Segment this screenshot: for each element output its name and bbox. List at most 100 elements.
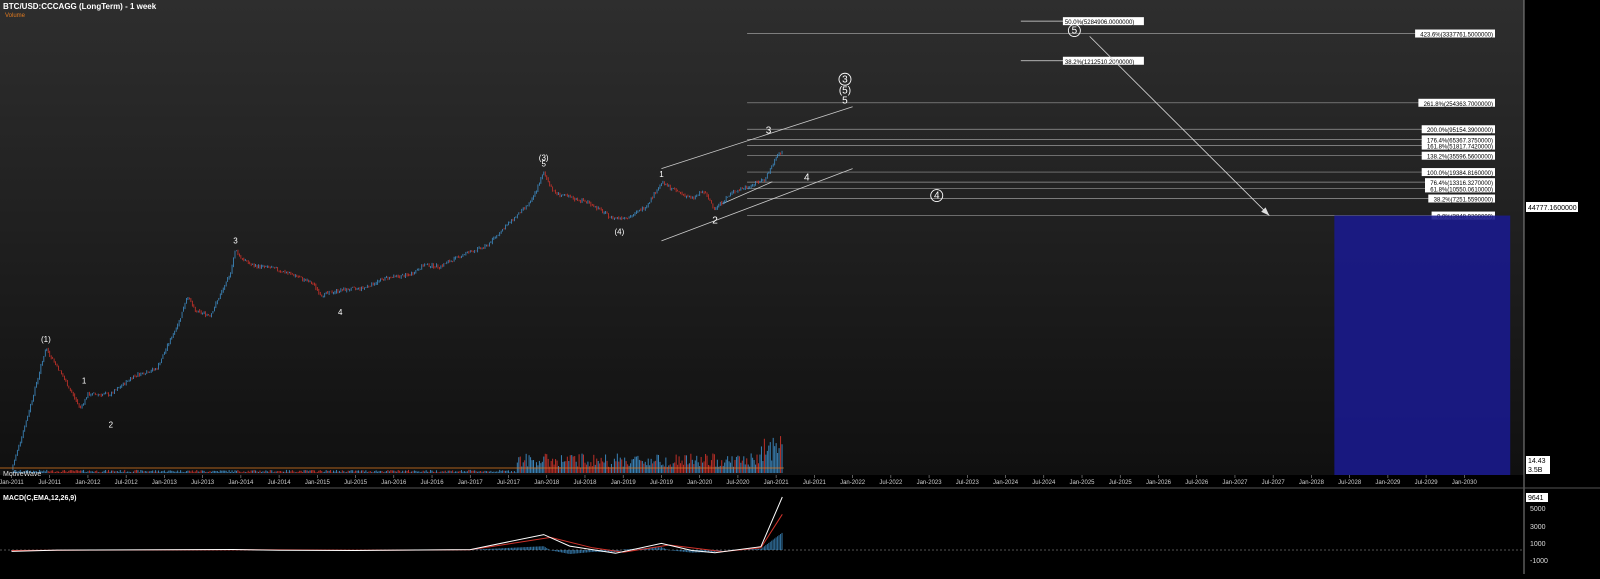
x-tick-label: Jul-2023 bbox=[956, 480, 980, 486]
wave-label: 4 bbox=[934, 191, 940, 202]
last-price-tag: 44777.1600000 bbox=[1526, 202, 1578, 212]
svg-text:1000: 1000 bbox=[1530, 541, 1546, 548]
x-tick-label: Jan-2026 bbox=[1146, 480, 1172, 486]
retrace-label: 38.2%(1212510.2000000) bbox=[1065, 60, 1134, 66]
price-pane-bg bbox=[0, 0, 1524, 475]
wave-label: 2 bbox=[109, 420, 114, 429]
x-tick-label: Jul-2024 bbox=[1032, 480, 1056, 486]
x-tick-label: Jan-2016 bbox=[381, 480, 407, 486]
channel-line bbox=[661, 106, 853, 170]
fib-label-box bbox=[1415, 29, 1495, 38]
macd-last-tag: 9641 bbox=[1526, 493, 1548, 502]
retrace-label: 50.0%(5284906.0000000) bbox=[1065, 20, 1134, 26]
wave-label: 3 bbox=[766, 126, 772, 137]
target-arrow bbox=[1089, 36, 1270, 216]
svg-text:-1000: -1000 bbox=[1530, 558, 1548, 565]
x-tick-label: Jan-2012 bbox=[75, 480, 101, 486]
x-tick-label: Jan-2011 bbox=[0, 480, 24, 486]
macd-label: MACD(C,EMA,12,26,9) bbox=[3, 495, 77, 502]
svg-text:3.5B: 3.5B bbox=[1528, 467, 1543, 474]
wave-label: (1) bbox=[41, 335, 51, 344]
watermark: MotiveWave bbox=[3, 471, 41, 478]
chart-title: BTC/USD:CCCAGG (LongTerm) - 1 week bbox=[3, 2, 157, 11]
wave-circle bbox=[930, 189, 944, 202]
target-arrow-head bbox=[1261, 207, 1270, 216]
fib-label-box bbox=[1421, 125, 1495, 134]
fib-label-box bbox=[1425, 178, 1495, 187]
retrace-label-box bbox=[1062, 56, 1144, 65]
svg-text:44777.1600000: 44777.1600000 bbox=[1528, 205, 1577, 212]
fib-label: 76.4%(13316.3270000) bbox=[1430, 181, 1493, 187]
svg-text:14.43: 14.43 bbox=[1528, 458, 1546, 465]
candles bbox=[12, 150, 783, 471]
x-tick-label: Jul-2029 bbox=[1415, 480, 1439, 486]
fib-label-box bbox=[1425, 184, 1495, 193]
fib-label-box bbox=[1428, 194, 1495, 203]
wave-circle bbox=[838, 72, 852, 86]
time-axis: Jan-2011 Jul-2011 Jan-2012 Jul-2012 Jan-2013… bbox=[0, 475, 1478, 486]
macd-pane-bg bbox=[0, 488, 1524, 574]
wave-label: 4 bbox=[338, 308, 343, 317]
fib-label-box bbox=[1421, 168, 1495, 177]
wave-label: 3 bbox=[842, 74, 848, 85]
macd-axis: 5000 3000 1000 -1000 bbox=[1530, 506, 1548, 565]
fib-label-box bbox=[1421, 135, 1495, 144]
svg-text:3000: 3000 bbox=[1530, 524, 1546, 531]
fib-label-box bbox=[1418, 98, 1495, 107]
x-tick-label: Jul-2026 bbox=[1185, 480, 1209, 486]
x-tick-label: Jul-2016 bbox=[421, 480, 445, 486]
macd-line bbox=[11, 496, 783, 554]
volume-bars bbox=[0, 436, 784, 473]
x-tick-label: Jan-2018 bbox=[534, 480, 560, 486]
x-tick-label: Jul-2020 bbox=[726, 480, 750, 486]
wave-circle bbox=[1067, 24, 1081, 37]
fib-levels: 0.0%(3848.9200000)38.2%(7251.5590000)61.… bbox=[747, 17, 1495, 221]
fib-label: 100.0%(19384.8160000) bbox=[1427, 171, 1493, 177]
fib-label: 176.4%(65367.3750000) bbox=[1427, 138, 1493, 144]
fib-label: 423.6%(3337761.5000000) bbox=[1420, 33, 1493, 39]
x-tick-label: Jul-2027 bbox=[1262, 480, 1286, 486]
wave-label: 2 bbox=[712, 215, 718, 226]
macd-plot bbox=[0, 496, 1524, 554]
target-zone bbox=[1334, 215, 1511, 475]
x-tick-label: Jul-2013 bbox=[191, 480, 215, 486]
fib-label: 261.8%(254363.7000000) bbox=[1424, 102, 1493, 108]
x-tick-label: Jul-2012 bbox=[115, 480, 139, 486]
x-tick-label: Jul-2021 bbox=[803, 480, 827, 486]
x-tick-label: Jan-2019 bbox=[611, 480, 637, 486]
x-tick-label: Jan-2024 bbox=[993, 480, 1019, 486]
x-tick-label: Jan-2028 bbox=[1299, 480, 1325, 486]
svg-text:5000: 5000 bbox=[1530, 506, 1546, 513]
price-axis-bg bbox=[1524, 0, 1600, 574]
x-tick-label: Jul-2011 bbox=[38, 480, 61, 486]
fib-label-box bbox=[1421, 141, 1495, 150]
volume-label: Volume bbox=[5, 13, 26, 19]
x-tick-label: Jul-2022 bbox=[879, 480, 903, 486]
fib-label-box bbox=[1421, 151, 1495, 160]
wave-label: 4 bbox=[804, 173, 810, 184]
target-zone-layer bbox=[661, 36, 1511, 475]
x-tick-label: Jan-2013 bbox=[152, 480, 178, 486]
x-tick-label: Jan-2029 bbox=[1375, 480, 1401, 486]
svg-text:9641: 9641 bbox=[1528, 495, 1544, 502]
fib-label: 161.8%(51817.7420000) bbox=[1427, 145, 1493, 151]
channel-line bbox=[722, 181, 773, 204]
x-tick-label: Jan-2025 bbox=[1070, 480, 1096, 486]
x-tick-label: Jul-2025 bbox=[1109, 480, 1133, 486]
wave-label: 5 bbox=[541, 160, 546, 169]
wave-label: (3) bbox=[539, 154, 549, 163]
wave-label: 1 bbox=[82, 376, 87, 385]
x-tick-label: Jan-2022 bbox=[840, 480, 866, 486]
x-tick-label: Jul-2019 bbox=[650, 480, 674, 486]
x-tick-label: Jul-2015 bbox=[344, 480, 368, 486]
wave-label: (5) bbox=[839, 85, 851, 96]
x-tick-label: Jul-2014 bbox=[268, 480, 292, 486]
channel-line bbox=[661, 168, 853, 242]
x-tick-label: Jan-2017 bbox=[458, 480, 484, 486]
retrace-label-box bbox=[1062, 17, 1144, 26]
x-tick-label: Jan-2020 bbox=[687, 480, 713, 486]
wave-label: 3 bbox=[233, 236, 238, 245]
x-tick-label: Jan-2023 bbox=[917, 480, 943, 486]
